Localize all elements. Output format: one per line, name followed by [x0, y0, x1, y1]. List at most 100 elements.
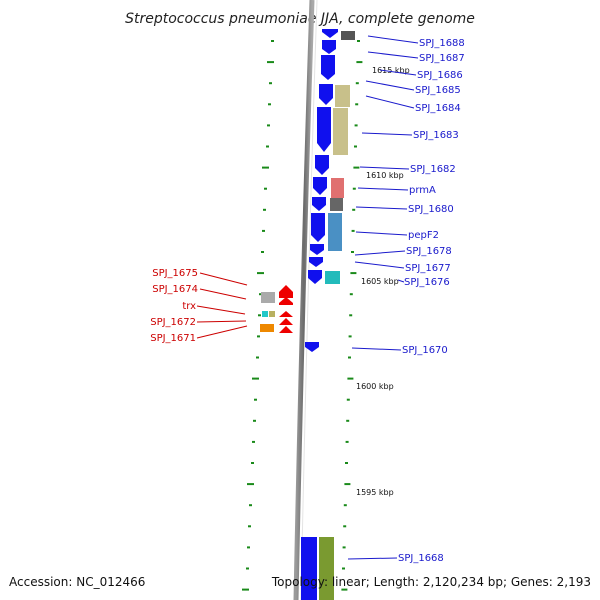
gene-label-spj-1677[interactable]: SPJ_1677: [405, 263, 451, 274]
gene-glyph-spj-1678[interactable]: [310, 244, 324, 255]
minor-tick: [267, 124, 270, 127]
forward-gene-track: [301, 29, 338, 600]
minor-tick: [354, 124, 358, 127]
gene-label-spj-1686[interactable]: SPJ_1686: [417, 70, 463, 81]
minor-tick: [351, 229, 355, 232]
feature-box-spj-1685: [335, 85, 350, 107]
feature-box-pepf2: [328, 213, 342, 251]
minor-tick: [264, 187, 267, 190]
minor-tick: [352, 187, 356, 190]
gene-label-spj-1688[interactable]: SPJ_1688: [419, 38, 465, 49]
gene-label-pepf2[interactable]: pepF2: [408, 230, 439, 241]
minor-tick: [249, 504, 252, 507]
gene-glyph-spj-1682[interactable]: [315, 155, 329, 175]
topology-text: Topology: linear; Length: 2,120,234 bp; …: [271, 575, 591, 589]
gene-label-spj-1674[interactable]: SPJ_1674: [152, 284, 198, 295]
gene-glyph-spj-1688[interactable]: [322, 29, 338, 38]
gene-label-spj-1682[interactable]: SPJ_1682: [410, 164, 456, 175]
major-tick: [347, 377, 354, 380]
major-tick: [242, 588, 249, 591]
gene-label-spj-1685[interactable]: SPJ_1685: [415, 85, 461, 96]
gene-label-spj-1668[interactable]: SPJ_1668: [398, 553, 444, 564]
minor-tick: [269, 82, 272, 85]
minor-tick: [263, 208, 266, 211]
minor-tick: [349, 293, 353, 296]
minor-tick: [251, 462, 254, 464]
gene-glyph-spj-1672[interactable]: [279, 318, 293, 325]
kbp-label-1605: 1605 kbp: [361, 277, 399, 286]
gene-glyph-pepf2[interactable]: [311, 213, 325, 242]
feature-box-spj-1676: [325, 271, 340, 284]
kbp-label-1595: 1595 kbp: [356, 488, 394, 497]
gene-label-spj-1684[interactable]: SPJ_1684: [415, 103, 461, 114]
minor-tick: [246, 567, 249, 570]
gene-glyph-spj-1670[interactable]: [305, 342, 319, 352]
minor-tick: [349, 314, 353, 317]
kbp-label-1600: 1600 kbp: [356, 382, 394, 391]
feature-box-spj-1688: [341, 31, 355, 40]
gene-label-spj-1687[interactable]: SPJ_1687: [419, 53, 465, 64]
gene-label-spj-1683[interactable]: SPJ_1683: [413, 130, 459, 141]
kbp-label-1615: 1615 kbp: [372, 66, 410, 75]
minor-tick: [257, 335, 260, 338]
gene-label-spj-1670[interactable]: SPJ_1670: [402, 345, 448, 356]
gene-label-spj-1672[interactable]: SPJ_1672: [150, 317, 196, 328]
minor-tick: [252, 440, 255, 443]
feature-annotation-track: [319, 31, 355, 600]
minor-tick: [351, 251, 354, 253]
gene-label-spj-1676[interactable]: SPJ_1676: [404, 277, 450, 288]
gene-glyph-spj-1668[interactable]: [301, 537, 317, 600]
gene-label-spj-1678[interactable]: SPJ_1678: [406, 246, 452, 257]
minor-tick: [348, 335, 352, 338]
minor-tick: [343, 525, 347, 528]
gene-glyph-prma[interactable]: [313, 177, 327, 195]
gene-label-spj-1675[interactable]: SPJ_1675: [152, 268, 198, 279]
gene-label-prma[interactable]: prmA: [409, 185, 436, 196]
kbp-label-1610: 1610 kbp: [366, 171, 404, 180]
minor-tick: [354, 145, 357, 148]
minor-tick: [355, 82, 359, 85]
minor-tick: [266, 145, 269, 148]
ruler-ticks: [242, 40, 363, 591]
feature-box-prma: [331, 178, 344, 198]
map-title: Streptococcus pneumoniae JJA, complete g…: [125, 11, 475, 27]
genome-backbone: [293, 0, 315, 600]
minor-tick: [357, 40, 360, 42]
major-tick: [252, 377, 259, 380]
gene-glyph-trx[interactable]: [279, 311, 293, 317]
major-tick: [257, 272, 264, 275]
minor-tick: [268, 103, 271, 106]
major-tick: [353, 166, 360, 169]
gene-glyph-spj-1671[interactable]: [279, 326, 293, 333]
feature-box-trx: [262, 311, 268, 317]
feature-box-trx-b: [269, 311, 275, 317]
major-tick: [356, 61, 363, 64]
gene-label-spj-1671[interactable]: SPJ_1671: [150, 333, 196, 344]
gene-glyph-spj-1683[interactable]: [317, 107, 331, 152]
minor-tick: [346, 419, 350, 422]
reverse-gene-track: [260, 285, 293, 333]
minor-tick: [355, 103, 359, 106]
minor-tick: [254, 398, 257, 401]
gene-glyph-spj-1687[interactable]: [322, 40, 336, 54]
major-tick: [344, 483, 351, 486]
gene-glyph-spj-1677[interactable]: [309, 257, 323, 267]
major-tick: [247, 483, 254, 486]
gene-label-spj-1680[interactable]: SPJ_1680: [408, 204, 454, 215]
minor-tick: [346, 398, 350, 401]
gene-glyph-spj-1675[interactable]: [279, 285, 293, 298]
gene-glyph-spj-1676[interactable]: [308, 270, 322, 284]
minor-tick: [248, 525, 251, 528]
feature-box-spj-1668: [319, 537, 334, 600]
minor-tick: [256, 356, 259, 359]
minor-tick: [345, 462, 348, 464]
feature-box-spj-1680: [330, 198, 343, 211]
gene-glyph-spj-1680[interactable]: [312, 197, 326, 211]
gene-glyph-spj-1685[interactable]: [319, 84, 333, 105]
minor-tick: [342, 567, 345, 570]
feature-box-spj-1674: [261, 292, 275, 303]
gene-label-trx[interactable]: trx: [182, 301, 196, 312]
gene-glyph-spj-1686[interactable]: [321, 55, 335, 80]
gene-glyph-spj-1674[interactable]: [279, 297, 293, 305]
accession-text: Accession: NC_012466: [9, 575, 145, 589]
